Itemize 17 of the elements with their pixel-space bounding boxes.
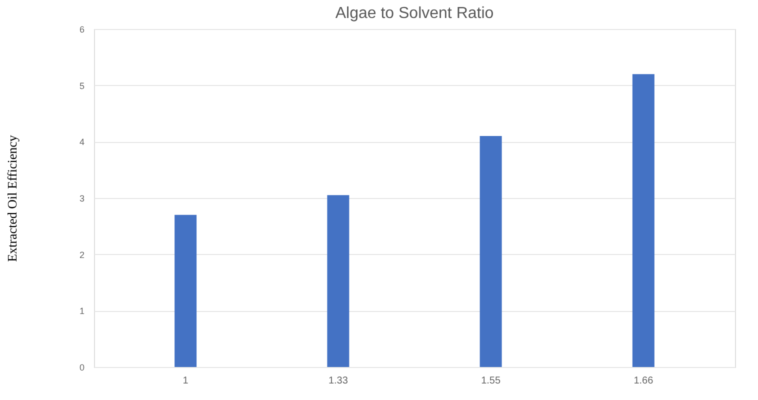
bar: [327, 195, 350, 367]
y-tick-label: 6: [79, 24, 84, 34]
y-tick-label: 3: [79, 194, 84, 204]
x-tick-label: 1.33: [328, 376, 348, 386]
bar: [480, 136, 502, 367]
y-tick-label: 2: [79, 250, 84, 260]
y-tick-label: 1: [79, 306, 84, 316]
bar: [174, 214, 197, 367]
x-tick-label: 1.66: [634, 376, 654, 386]
x-tick-label: 1: [182, 376, 189, 386]
y-axis-title: Extracted Oil Efficiency: [4, 134, 20, 262]
y-tick-label: 4: [79, 137, 84, 148]
y-tick-label: 5: [79, 80, 84, 91]
x-tick-label: 1.55: [481, 376, 501, 386]
bar: [632, 74, 654, 367]
chart-title: Algae to Solvent Ratio: [335, 5, 494, 22]
y-tick-label: 0: [79, 362, 84, 372]
